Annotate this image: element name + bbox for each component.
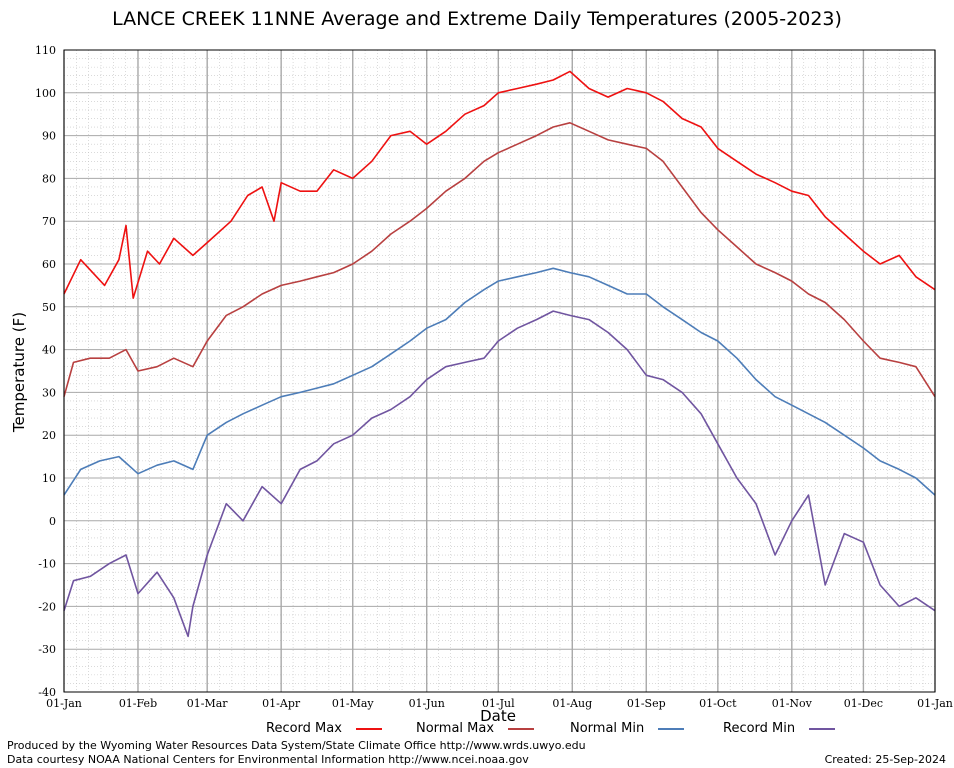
- plot-frame: [63, 49, 936, 693]
- y-tick-label: 40: [42, 344, 56, 357]
- series-record-max: [63, 70, 936, 300]
- y-tick-label: 60: [42, 258, 56, 271]
- x-tick-label: 01-Apr: [262, 697, 301, 710]
- y-tick-label: 80: [42, 172, 56, 185]
- chart-title: LANCE CREEK 11NNE Average and Extreme Da…: [112, 8, 842, 30]
- x-tick-label: 01-Sep: [627, 697, 666, 710]
- x-tick-label: 01-Aug: [552, 697, 592, 710]
- legend-label: Record Max: [266, 721, 342, 736]
- x-tick-label: 01-Dec: [844, 697, 883, 710]
- series-normal-min: [63, 267, 936, 496]
- series-layer: [63, 70, 936, 638]
- y-tick-label: 100: [35, 87, 56, 100]
- legend-swatch: [658, 727, 685, 730]
- y-tick-label: 110: [35, 44, 56, 57]
- x-tick-label: 01-Jan: [46, 697, 82, 710]
- y-tick-label: -20: [38, 600, 56, 613]
- plot-background: [64, 50, 935, 692]
- tick-labels: -40 -30 -20 -10 0 10 20 30 40 50 60 70 80 90 100 110 01-…: [35, 44, 953, 710]
- series-normal-max: [63, 122, 936, 398]
- y-tick-label: 0: [49, 515, 56, 528]
- y-axis-label: Temperature (F): [10, 311, 28, 433]
- y-tick-label: -10: [38, 558, 56, 571]
- y-tick-label: 70: [42, 215, 56, 228]
- x-tick-label: 01-Oct: [699, 697, 737, 710]
- legend-swatch: [508, 727, 535, 730]
- minor-grid: [64, 50, 935, 692]
- x-tick-label: 01-Nov: [772, 697, 813, 710]
- x-axis-label: Date: [480, 707, 516, 725]
- legend-item-record-max: Record Max: [266, 721, 382, 736]
- y-tick-label: 10: [42, 472, 56, 485]
- legend-label: Normal Max: [416, 721, 495, 736]
- x-tick-label: 01-Jul: [482, 697, 515, 710]
- y-tick-label: -40: [38, 686, 56, 699]
- y-tick-label: 30: [42, 386, 56, 399]
- series-record-min: [63, 310, 936, 638]
- legend-label: Record Min: [723, 721, 796, 736]
- producer-credit: Produced by the Wyoming Water Resources …: [7, 739, 586, 752]
- y-tick-label: 90: [42, 130, 56, 143]
- legend-item-normal-max: Normal Max: [416, 721, 535, 736]
- y-tick-label: -30: [38, 643, 56, 656]
- legend-item-normal-min: Normal Min: [570, 721, 685, 736]
- created-date: Created: 25-Sep-2024: [824, 753, 946, 766]
- y-tick-label: 20: [42, 429, 56, 442]
- data-credit: Data courtesy NOAA National Centers for …: [7, 753, 529, 766]
- x-tick-label: 01-Feb: [119, 697, 157, 710]
- x-tick-label: 01-Jun: [409, 697, 445, 710]
- legend-swatch: [355, 727, 382, 730]
- x-tick-label: 01-May: [332, 697, 375, 710]
- x-tick-label: 01-Jan: [917, 697, 953, 710]
- legend-item-record-min: Record Min: [723, 721, 836, 736]
- x-tick-label: 01-Mar: [187, 697, 229, 710]
- y-tick-label: 50: [42, 301, 56, 314]
- legend-swatch: [809, 727, 836, 730]
- legend-label: Normal Min: [570, 721, 645, 736]
